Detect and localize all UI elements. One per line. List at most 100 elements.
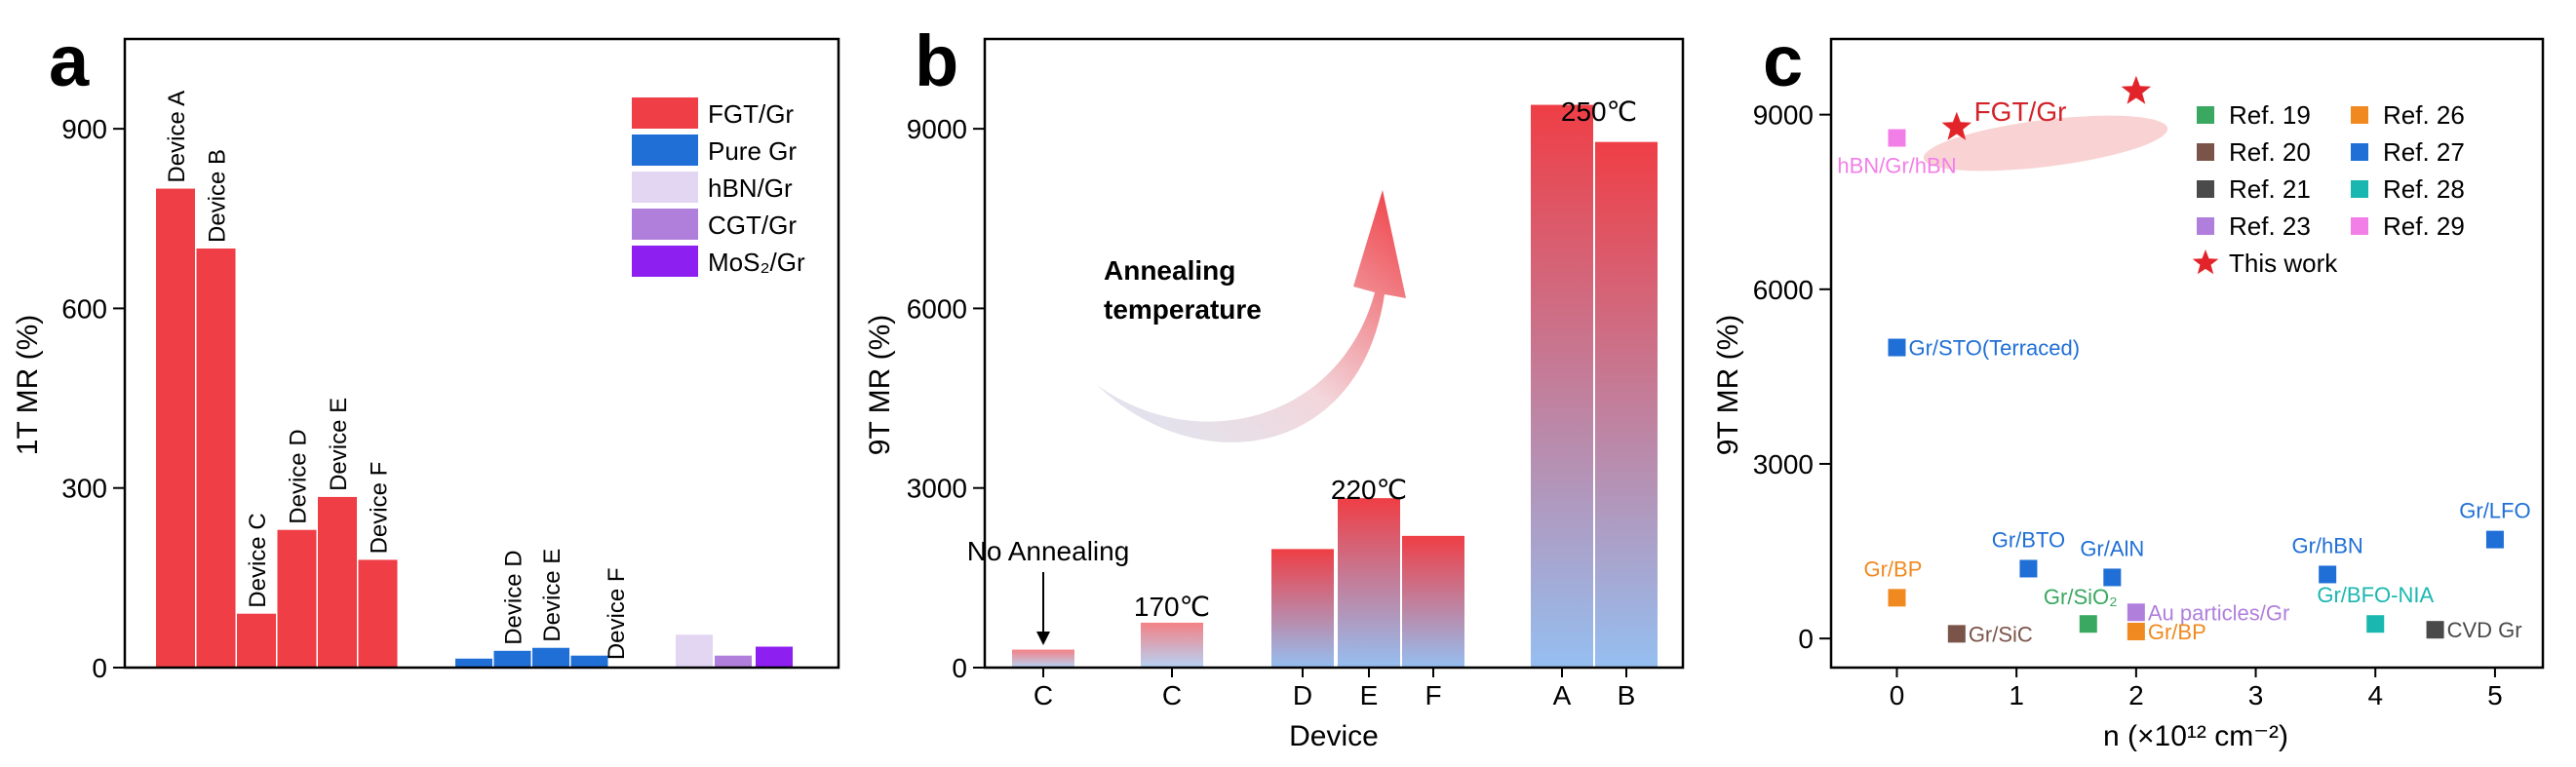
c-legend-marker bbox=[2351, 143, 2368, 161]
c-ytick-label: 3000 bbox=[1753, 449, 1814, 479]
c-point-label: Gr/BP bbox=[1863, 556, 1922, 581]
b-xtick-label: C bbox=[1034, 680, 1053, 710]
a-ytick-label: 900 bbox=[61, 114, 107, 144]
c-point-label: Gr/SiO₂ bbox=[2044, 585, 2118, 609]
b-xtick-label: A bbox=[1553, 680, 1572, 710]
c-point-this-work bbox=[2121, 75, 2152, 104]
b-xtick-label: E bbox=[1360, 680, 1379, 710]
c-legend-label: Ref. 23 bbox=[2229, 211, 2311, 241]
a-bar-mos-gr bbox=[756, 646, 793, 668]
c-point-label: Gr/STO(Terraced) bbox=[1908, 336, 2080, 361]
panel-c-ylabel: 9T MR (%) bbox=[1712, 315, 1744, 455]
panel-a-legend: FGT/Gr Pure Gr hBN/Gr CGT/Gr MoS₂/Gr bbox=[632, 97, 805, 277]
a-bar-label: Device B bbox=[205, 149, 231, 243]
c-point bbox=[1888, 589, 1906, 607]
c-point-label: Au particles/Gr bbox=[2148, 600, 2290, 625]
group-label-170: 170℃ bbox=[1134, 592, 1210, 622]
a-bar-pure-gr bbox=[570, 655, 608, 668]
a-bar-fgt-gr bbox=[237, 613, 276, 668]
a-bar-label: Device E bbox=[539, 549, 566, 642]
c-point bbox=[2079, 615, 2097, 633]
panel-b-marks: 0 3000 6000 9000 C C D E F A B bbox=[907, 104, 1658, 710]
c-legend-marker bbox=[2351, 217, 2368, 235]
a-bar-pure-gr bbox=[455, 658, 492, 668]
group-label-250: 250℃ bbox=[1561, 96, 1637, 127]
c-xtick-label: 4 bbox=[2367, 680, 2383, 710]
c-legend-marker bbox=[2351, 180, 2368, 198]
b-bar bbox=[1595, 141, 1658, 668]
c-ytick-label: 0 bbox=[1798, 624, 1814, 654]
panel-a-frame bbox=[123, 37, 840, 670]
c-point bbox=[2127, 622, 2145, 640]
c-point bbox=[2127, 603, 2145, 622]
annealing-arrow bbox=[1097, 190, 1406, 442]
b-bar bbox=[1531, 104, 1593, 669]
c-legend-label: Ref. 27 bbox=[2383, 137, 2465, 167]
b-xtick-label: F bbox=[1425, 680, 1441, 710]
group-label-220: 220℃ bbox=[1331, 475, 1407, 505]
legend-fgt-gr: FGT/Gr bbox=[708, 99, 794, 129]
legend-swatch-cgt-gr bbox=[632, 209, 698, 240]
c-point bbox=[2485, 530, 2504, 549]
this-work-highlight bbox=[1923, 115, 2168, 172]
c-xtick-label: 1 bbox=[2009, 680, 2024, 710]
b-xtick-label: B bbox=[1618, 680, 1636, 710]
c-legend-label: Ref. 20 bbox=[2229, 137, 2311, 167]
arrow-text-line1: Annealing bbox=[1104, 255, 1235, 286]
legend-hbn-gr: hBN/Gr bbox=[708, 173, 793, 203]
c-point bbox=[1888, 338, 1906, 357]
b-xtick-label: D bbox=[1293, 680, 1312, 710]
a-bar-fgt-gr bbox=[277, 529, 317, 668]
legend-swatch-fgt-gr bbox=[632, 97, 698, 129]
c-legend-marker-this-work bbox=[2192, 249, 2219, 275]
panel-c: c 9T MR (%) n (×10¹² cm⁻²) FGT/Gr 0 3000 6… bbox=[1712, 20, 2545, 752]
c-point-label: Gr/AlN bbox=[2080, 536, 2144, 560]
c-ytick-label: 9000 bbox=[1753, 100, 1814, 131]
c-legend-marker bbox=[2197, 143, 2214, 161]
b-bar bbox=[1402, 535, 1464, 668]
c-point bbox=[2426, 621, 2444, 639]
panel-c-legend: Ref. 19 Ref. 20 Ref. 21 Ref. 23 This work Ref… bbox=[2192, 100, 2465, 278]
panel-a: a 1T MR (%) 0 300 600 900 Device A Device B De… bbox=[12, 20, 840, 683]
legend-swatch-pure-gr bbox=[632, 134, 698, 166]
panel-c-letter: c bbox=[1763, 20, 1803, 101]
c-legend-marker bbox=[2197, 180, 2214, 198]
this-work-annotation: FGT/Gr bbox=[1974, 96, 2067, 127]
c-point-label: Gr/BFO-NIA bbox=[2317, 583, 2434, 607]
a-bar-label: Device E bbox=[326, 398, 352, 491]
a-ytick-label: 0 bbox=[92, 653, 107, 683]
b-bar bbox=[1012, 649, 1074, 668]
c-point bbox=[1888, 129, 1906, 147]
a-bar-label: Device D bbox=[286, 429, 312, 523]
panel-b-xlabel: Device bbox=[1289, 720, 1379, 752]
c-point-label: Gr/hBN bbox=[2291, 533, 2362, 557]
c-xtick-label: 3 bbox=[2248, 680, 2264, 710]
c-point-label: Gr/LFO bbox=[2459, 499, 2530, 523]
a-bar-fgt-gr bbox=[318, 496, 357, 668]
c-point-label: CVD Gr bbox=[2447, 618, 2522, 642]
a-bar-label: Device F bbox=[367, 462, 393, 555]
c-point bbox=[2366, 615, 2385, 633]
panel-a-marks: 0 300 600 900 Device A Device B Device C Device… bbox=[61, 91, 793, 683]
legend-swatch-mos2-gr bbox=[632, 246, 698, 277]
a-bar-label: Device A bbox=[164, 91, 190, 183]
a-ytick-label: 600 bbox=[61, 293, 107, 324]
c-xtick-label: 0 bbox=[1890, 680, 1905, 710]
c-legend-marker bbox=[2351, 106, 2368, 124]
a-bar-label: Device F bbox=[604, 567, 630, 660]
b-ytick-label: 3000 bbox=[907, 474, 967, 504]
c-point bbox=[2019, 559, 2038, 578]
c-point-this-work bbox=[1941, 111, 1971, 140]
c-legend-label: Ref. 29 bbox=[2383, 211, 2465, 241]
c-ytick-label: 6000 bbox=[1753, 275, 1814, 305]
a-bar-fgt-gr bbox=[196, 249, 236, 668]
c-xtick-label: 5 bbox=[2487, 680, 2503, 710]
b-xtick-label: C bbox=[1162, 680, 1182, 710]
c-legend-label: Ref. 26 bbox=[2383, 100, 2465, 130]
panel-a-ylabel: 1T MR (%) bbox=[12, 315, 44, 455]
panel-a-letter: a bbox=[49, 20, 90, 101]
panel-c-frame bbox=[1829, 37, 2545, 670]
panel-c-marks: 0 3000 6000 9000 0 1 2 3 4 5 Gr/SiO₂ Gr/SiC CVD Gr Au… bbox=[1753, 75, 2531, 710]
c-legend-marker bbox=[2197, 106, 2214, 124]
